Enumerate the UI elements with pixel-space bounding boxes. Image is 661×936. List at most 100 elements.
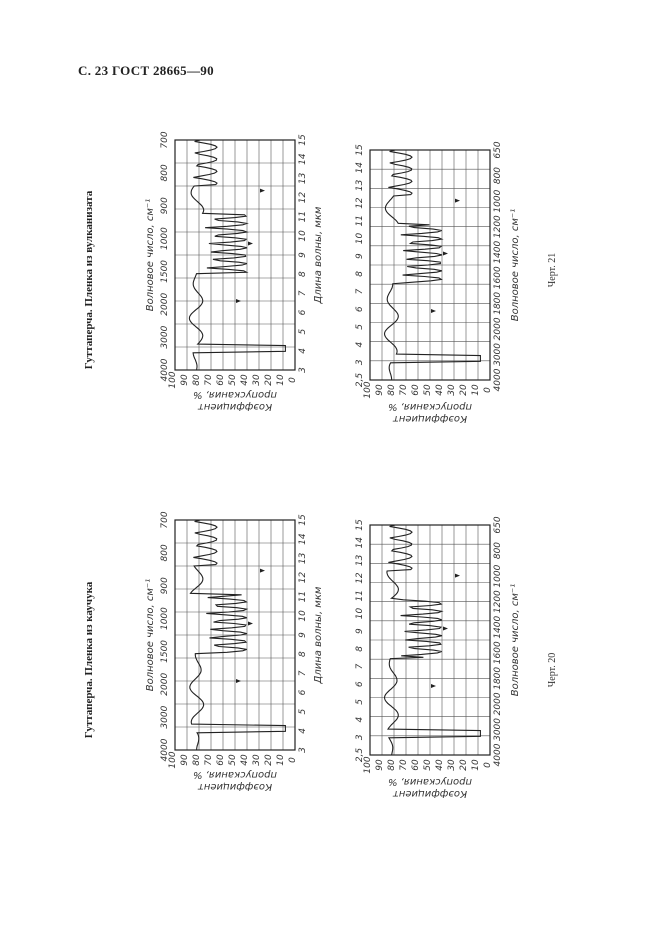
- tick-label: 90: [375, 759, 385, 771]
- tick-label: 40: [435, 384, 445, 396]
- tick-label: 9: [355, 628, 365, 634]
- tick-label: 8: [298, 651, 308, 657]
- chart-grid: [370, 150, 490, 380]
- tick-label: 30: [252, 754, 262, 766]
- tick-label: 10: [355, 232, 365, 244]
- axis-title-wavenumber: Волновое число, см⁻¹: [145, 199, 156, 311]
- tick-label: 7: [298, 670, 308, 676]
- tick-label: 60: [411, 384, 421, 396]
- tick-label: 10: [298, 610, 308, 622]
- figure-caption: Гуттаперча. Пленка из вулканизата: [83, 190, 95, 369]
- tick-label: 50: [228, 374, 238, 386]
- tick-label: 70: [399, 759, 409, 771]
- tick-label: 7: [298, 290, 308, 296]
- peak-marker: [236, 679, 241, 683]
- spectrum-trace: [188, 139, 286, 371]
- tick-label: 2000: [493, 317, 503, 340]
- tick-label: 2,5: [355, 373, 365, 388]
- tick-label: 4000: [493, 368, 503, 391]
- tick-label: 4000: [493, 743, 503, 766]
- tick-label: 8: [298, 271, 308, 277]
- tick-label: 90: [180, 754, 190, 766]
- tick-label: 10: [471, 384, 481, 396]
- tick-label: 30: [447, 384, 457, 396]
- tick-label: 13: [298, 172, 308, 184]
- tick-label: 14: [298, 533, 308, 545]
- tick-label: 5: [355, 324, 365, 330]
- axis-title-transmission: Коэффициент: [392, 788, 467, 799]
- tick-label: 8: [355, 646, 365, 652]
- tick-label: 10: [355, 607, 365, 619]
- tick-label: 0: [483, 387, 493, 393]
- tick-label: 2000: [160, 293, 170, 316]
- tick-label: 1000: [160, 227, 170, 250]
- tick-label: 70: [204, 374, 214, 386]
- tick-label: 0: [483, 762, 493, 768]
- tick-label: 70: [399, 384, 409, 396]
- tick-label: 12: [355, 197, 365, 209]
- peak-marker: [455, 198, 460, 203]
- peak-marker: [248, 241, 253, 246]
- chart-frame: [174, 139, 296, 371]
- tick-label: 9: [355, 253, 365, 259]
- tick-label: 50: [423, 759, 433, 771]
- peak-marker: [260, 188, 265, 193]
- tick-label: 40: [240, 754, 250, 766]
- tick-label: 11: [298, 591, 308, 602]
- tick-label: 3: [355, 359, 365, 365]
- tick-label: 1200: [493, 215, 503, 238]
- tick-label: 1000: [493, 189, 503, 212]
- peak-marker: [431, 684, 436, 688]
- axis-title-transmission: пропускания, %: [193, 769, 277, 780]
- tick-label: 1200: [493, 590, 503, 613]
- tick-label: 80: [192, 374, 202, 386]
- tick-label: 5: [355, 699, 365, 705]
- spectrum-chart-1: 2,5 3 4 5 6 7 8 9 10 11 12 13 14 15 4000 3000 2000 1800 16…: [355, 516, 503, 773]
- tick-label: 9: [298, 252, 308, 258]
- tick-label: 20: [459, 384, 469, 396]
- tick-label: 13: [355, 179, 365, 191]
- tick-label: 1600: [493, 641, 503, 664]
- tick-label: 1400: [493, 615, 503, 638]
- tick-label: 15: [298, 514, 308, 526]
- peak-marker: [443, 626, 448, 631]
- tick-label: 14: [355, 162, 365, 174]
- axis-title-transmission: пропускания, %: [388, 401, 472, 412]
- tick-label: 30: [447, 759, 457, 771]
- figure-number: Черт. 20: [547, 653, 558, 687]
- figure-number: Черт. 21: [547, 253, 558, 287]
- chart-frame: [369, 149, 491, 381]
- tick-label: 3000: [493, 343, 503, 366]
- peak-marker: [455, 573, 460, 578]
- tick-label: 800: [160, 164, 170, 181]
- tick-label: 80: [387, 384, 397, 396]
- tick-label: 3000: [160, 705, 170, 728]
- tick-label: 2,5: [355, 748, 365, 763]
- tick-label: 0: [288, 377, 298, 383]
- axis-title-wavenumber: Волновое число, см⁻¹: [510, 209, 521, 321]
- chart-grid: [370, 525, 490, 755]
- tick-label: 1500: [160, 260, 170, 283]
- tick-label: 800: [160, 544, 170, 561]
- tick-label: 6: [355, 681, 365, 687]
- tick-label: 6: [298, 689, 308, 695]
- tick-label: 14: [355, 537, 365, 549]
- tick-label: 7: [355, 288, 365, 294]
- tick-label: 11: [355, 215, 365, 226]
- axis-title-wavelength: Длина волны, мкм: [313, 586, 324, 684]
- tick-label: 1400: [493, 240, 503, 263]
- axis-title-wavelength: Длина волны, мкм: [313, 206, 324, 304]
- peak-marker: [248, 621, 253, 626]
- axis-title-transmission: пропускания, %: [388, 776, 472, 787]
- tick-label: 3000: [493, 718, 503, 741]
- tick-label: 4: [298, 348, 308, 354]
- axis-title-wavenumber: Волновое число, см⁻¹: [145, 579, 156, 691]
- spectrum-trace: [383, 149, 481, 380]
- tick-label: 700: [160, 131, 170, 148]
- spectrum-chart-0: 4000300020001500100090080070034567891011…: [160, 511, 308, 768]
- tick-label: 7: [355, 663, 365, 669]
- tick-label: 0: [288, 757, 298, 763]
- figure-group-rubber: Гуттаперча. Пленка из каучука Черт. 20400…: [83, 511, 558, 799]
- tick-label: 13: [298, 552, 308, 564]
- tick-label: 900: [160, 577, 170, 594]
